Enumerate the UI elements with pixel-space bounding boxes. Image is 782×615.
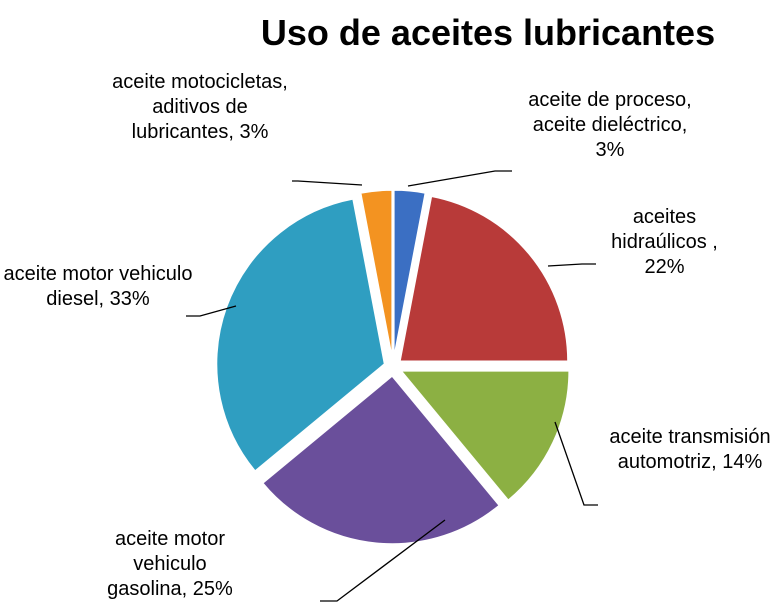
slice-value-label: 22% — [644, 256, 685, 278]
slice-value-label: 3% — [595, 139, 625, 161]
slice-label: aceite motor vehiculo diesel, 33% — [0, 262, 196, 312]
slice-label: aceite transmisión automotriz, 14% — [600, 425, 780, 475]
slice-category: aceite motocicletas, aditivos de lubrica… — [112, 71, 288, 143]
pie-slice — [399, 370, 570, 502]
slice-category: aceite motor vehiculo gasolina, — [107, 528, 226, 600]
slice-category: aceite transmisión automotriz, — [609, 426, 771, 473]
leader-line — [292, 180, 363, 186]
pie-slice — [393, 189, 427, 359]
chart-title: Uso de aceites lubricantes — [260, 12, 716, 53]
slice-value-label: 14% — [722, 451, 763, 473]
slice-value-label: 33% — [109, 288, 150, 310]
slice-category: aceite de proceso, aceite dieléctrico, — [528, 89, 692, 136]
slice-label: aceite motor vehiculo gasolina, 25% — [100, 527, 240, 602]
leader-line — [407, 170, 512, 187]
leader-line — [186, 305, 237, 317]
leader-line — [547, 263, 596, 267]
slice-value-label: 25% — [192, 578, 233, 600]
slice-label: aceites hidraúlicos , 22% — [597, 205, 732, 280]
slice-value-label: 3% — [239, 121, 269, 143]
slice-label: aceite de proceso, aceite dieléctrico, 3… — [520, 88, 700, 163]
slice-label: aceite motocicletas, aditivos de lubrica… — [110, 70, 290, 145]
leader-line — [320, 519, 446, 602]
slice-category: aceites hidraúlicos , — [611, 206, 718, 253]
pie-slice — [261, 374, 501, 545]
pie-slice — [359, 189, 393, 359]
slice-category: aceite motor vehiculo diesel, — [3, 263, 193, 310]
pie-slice — [399, 195, 569, 363]
pie-slice — [215, 198, 386, 473]
leader-line — [554, 421, 598, 506]
